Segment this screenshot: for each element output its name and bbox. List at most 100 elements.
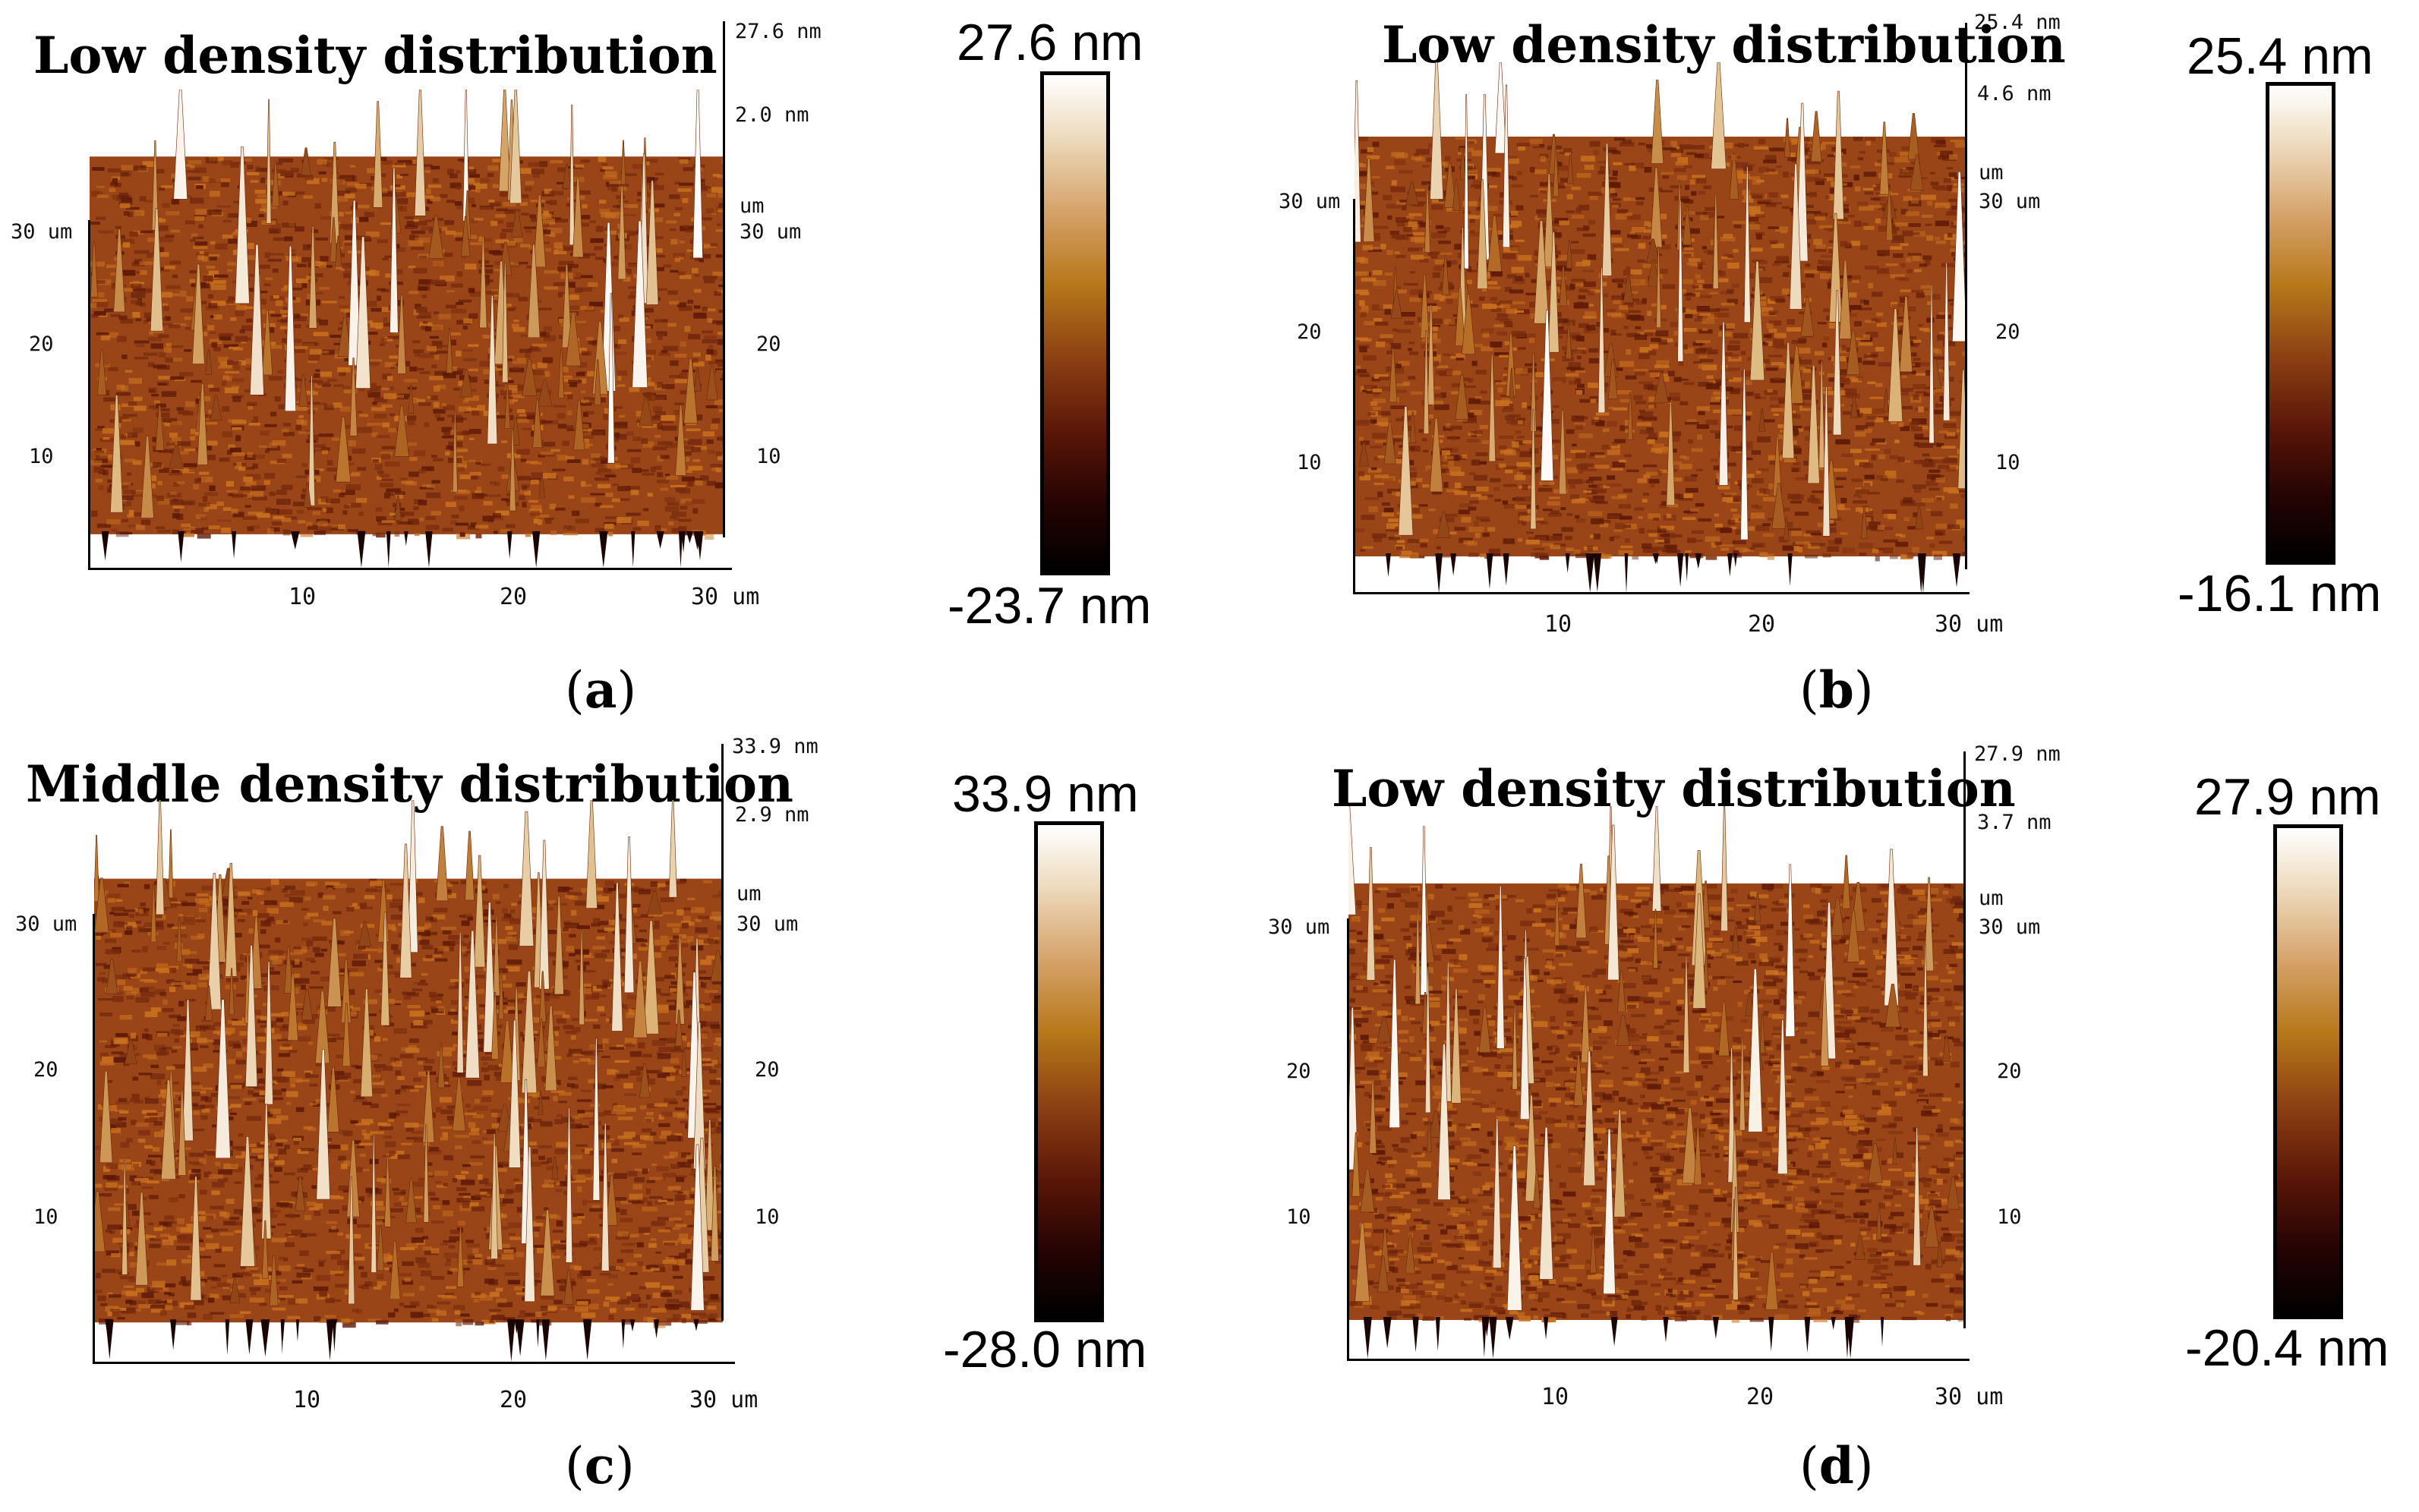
z-max-label: 27.6 nm — [735, 20, 822, 43]
colorbar — [1040, 71, 1110, 575]
afm-surface-render — [1348, 806, 1965, 1359]
y-tick-right-30: 30 um — [740, 220, 802, 244]
y-tick-right-10: 10 — [756, 445, 781, 468]
colorbar — [2273, 824, 2343, 1319]
surface-texture — [95, 878, 723, 1328]
z-axis — [721, 744, 724, 1321]
z-axis — [1965, 23, 1967, 569]
y-tick-left-20: 20 — [29, 332, 54, 356]
surface-peaks — [90, 90, 718, 521]
afm-3d-surface — [1355, 62, 1966, 594]
panel-letter-c: (c) — [565, 1436, 635, 1495]
y-tick-right-20: 20 — [756, 332, 781, 356]
y-tick-right-20: 20 — [1997, 1060, 2022, 1083]
z-ref-label: 2.0 nm — [735, 103, 809, 127]
afm-3d-surface — [1348, 806, 1965, 1359]
surface-texture — [1348, 884, 1965, 1324]
surface-valleys — [105, 1319, 699, 1362]
y-tick-right-10: 10 — [755, 1205, 780, 1229]
y-tick-right-20: 20 — [755, 1058, 780, 1082]
x-tick-30: 30 um — [1935, 611, 2004, 638]
y-tick-left-30: 30 um — [15, 912, 77, 936]
surface-peaks — [1355, 62, 1966, 541]
z-axis — [1963, 751, 1966, 1328]
x-tick-30: 30 um — [1935, 1384, 2004, 1410]
y-tick-left-10: 10 — [1297, 451, 1322, 474]
colorbar-max-label: 25.4 nm — [2187, 27, 2373, 85]
colorbar-min-label: -28.0 nm — [943, 1321, 1147, 1378]
panel-title: Middle density distribution — [26, 754, 794, 814]
y-tick-left-20: 20 — [33, 1058, 58, 1082]
z-max-label: 25.4 nm — [1974, 11, 2061, 34]
z-max-label: 27.9 nm — [1974, 742, 2061, 766]
surface-texture — [90, 156, 723, 540]
z-max-label: 33.9 nm — [732, 735, 818, 758]
z-ref-label: 4.6 nm — [1977, 82, 2052, 106]
x-tick-20: 20 — [500, 1387, 528, 1413]
colorbar-max-label: 33.9 nm — [952, 765, 1139, 823]
panel-title: Low density distribution — [1382, 15, 2066, 74]
y-tick-left-10: 10 — [1286, 1205, 1311, 1229]
x-tick-30: 30 um — [691, 584, 760, 610]
surface-peaks — [94, 800, 723, 1311]
x-axis — [88, 568, 732, 570]
x-tick-10: 10 — [1544, 611, 1572, 638]
y-tick-right-10: 10 — [1997, 1205, 2022, 1229]
panel-title: Low density distribution — [1332, 759, 2016, 818]
y-tick-left-10: 10 — [29, 445, 54, 468]
panel-letter-a: (a) — [565, 660, 637, 720]
z-axis — [723, 21, 725, 537]
afm-3d-surface — [94, 800, 723, 1362]
x-tick-10: 10 — [289, 584, 317, 610]
surface-valleys — [101, 531, 704, 568]
afm-surface-render — [90, 90, 723, 568]
y-tick-left-10: 10 — [33, 1205, 58, 1229]
z-ref-label: 3.7 nm — [1977, 811, 2052, 834]
colorbar-min-label: -23.7 nm — [948, 577, 1152, 635]
z-ref-label: 2.9 nm — [735, 803, 809, 827]
colorbar-max-label: 27.6 nm — [957, 14, 1143, 71]
y-tick-left-30: 30 um — [11, 220, 73, 244]
x-tick-10: 10 — [1541, 1384, 1569, 1410]
x-axis — [93, 1362, 735, 1364]
y-unit-label: um — [1979, 161, 2004, 184]
colorbar — [1034, 821, 1104, 1322]
x-axis — [1347, 1359, 1970, 1361]
surface-peaks — [1348, 806, 1965, 1311]
y-tick-left-30: 30 um — [1268, 915, 1330, 939]
y-tick-right-30: 30 um — [1979, 915, 2041, 939]
surface-valleys — [1386, 553, 1961, 594]
x-tick-10: 10 — [293, 1387, 321, 1413]
afm-3d-surface — [90, 90, 723, 568]
y-axis-left — [1353, 199, 1355, 594]
surface-valleys — [1363, 1317, 1884, 1359]
colorbar-max-label: 27.9 nm — [2194, 768, 2381, 826]
panel-letter-b: (b) — [1799, 660, 1874, 720]
x-tick-20: 20 — [1748, 611, 1776, 638]
y-tick-right-30: 30 um — [736, 912, 799, 936]
colorbar-min-label: -20.4 nm — [2185, 1319, 2389, 1377]
y-tick-right-10: 10 — [1995, 451, 2020, 474]
colorbar — [2266, 82, 2335, 565]
y-tick-right-20: 20 — [1995, 320, 2020, 344]
y-axis-left — [93, 914, 95, 1363]
y-tick-right-30: 30 um — [1979, 190, 2041, 213]
x-tick-20: 20 — [500, 584, 528, 610]
panel-title: Low density distribution — [33, 26, 718, 85]
y-axis-left — [88, 220, 90, 569]
panel-letter-d: (d) — [1799, 1436, 1874, 1495]
y-axis-left — [1347, 918, 1349, 1360]
y-tick-left-30: 30 um — [1279, 190, 1341, 213]
afm-surface-render — [94, 800, 723, 1362]
y-unit-label: um — [1979, 887, 2004, 910]
y-unit-label: um — [740, 194, 765, 218]
x-axis — [1353, 592, 1970, 594]
x-tick-30: 30 um — [689, 1387, 758, 1413]
y-unit-label: um — [736, 882, 762, 906]
afm-surface-render — [1355, 62, 1966, 594]
colorbar-min-label: -16.1 nm — [2178, 565, 2382, 622]
